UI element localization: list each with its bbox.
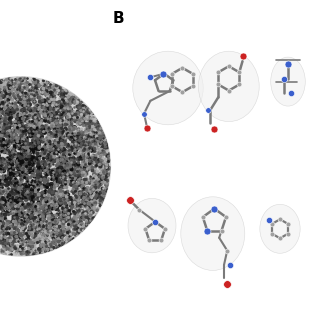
Ellipse shape <box>271 57 305 106</box>
Ellipse shape <box>181 197 245 270</box>
Ellipse shape <box>260 204 300 253</box>
Ellipse shape <box>198 51 259 122</box>
Circle shape <box>0 77 110 256</box>
Text: B: B <box>113 11 124 26</box>
Ellipse shape <box>133 51 203 125</box>
Ellipse shape <box>128 198 176 253</box>
